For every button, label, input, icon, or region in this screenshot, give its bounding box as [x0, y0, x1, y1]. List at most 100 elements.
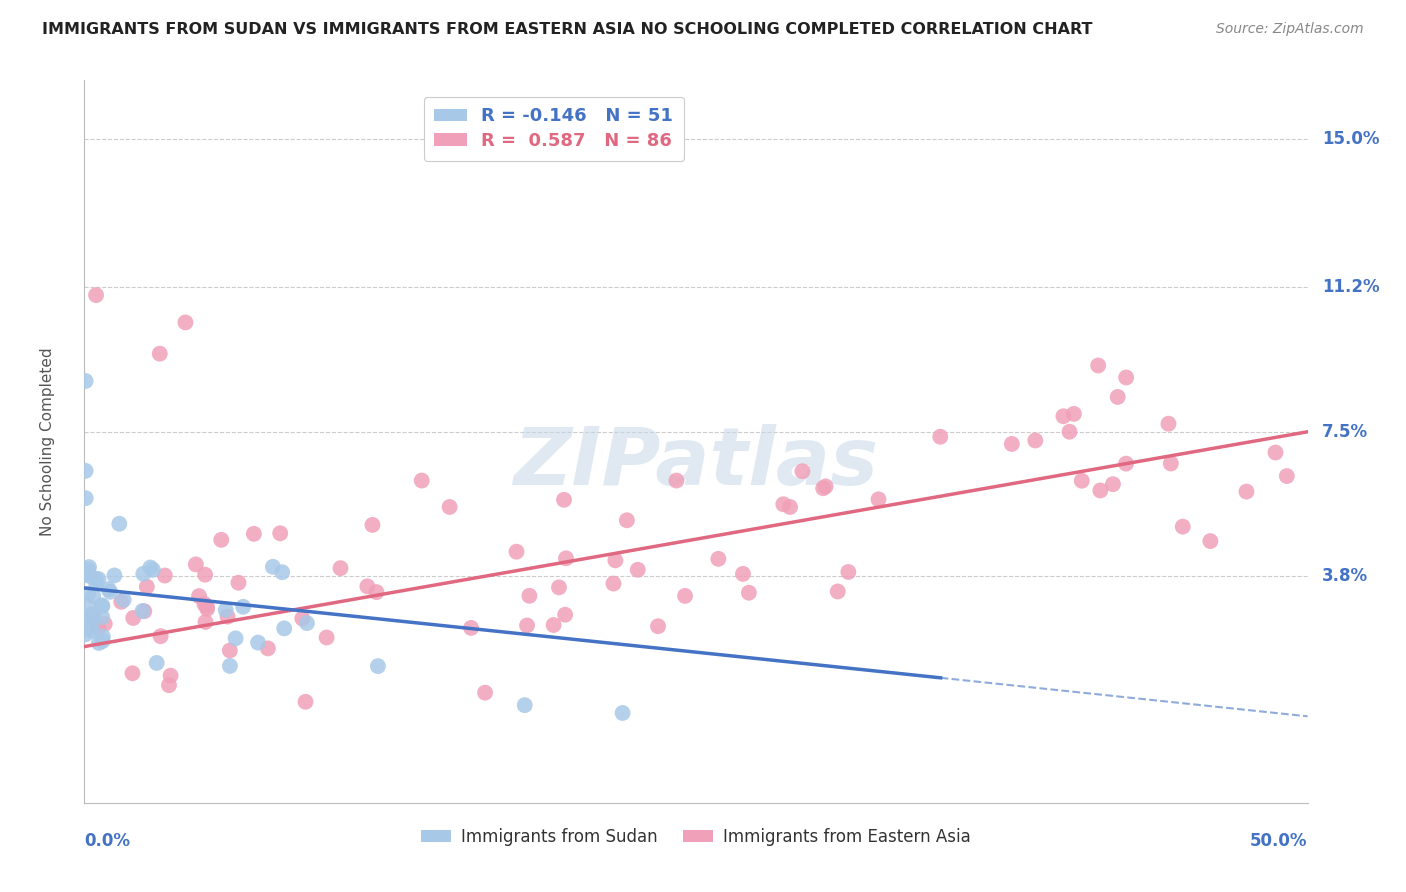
Point	[84, 572, 107, 586]
Point	[779, 500, 801, 514]
Point	[149, 629, 172, 643]
Point	[80, 607, 103, 622]
Point	[555, 551, 578, 566]
Point	[605, 553, 627, 567]
Point	[157, 678, 180, 692]
Point	[516, 618, 538, 632]
Point	[1052, 409, 1074, 424]
Point	[219, 659, 242, 673]
Point	[139, 560, 162, 574]
Point	[77, 587, 100, 601]
Point	[87, 621, 110, 635]
Point	[77, 568, 100, 582]
Point	[929, 430, 952, 444]
Point	[543, 618, 565, 632]
Point	[84, 288, 107, 302]
Text: 50.0%: 50.0%	[1250, 831, 1308, 850]
Point	[82, 589, 104, 603]
Point	[209, 533, 232, 547]
Text: 15.0%: 15.0%	[1322, 130, 1379, 148]
Point	[75, 627, 97, 641]
Point	[627, 563, 650, 577]
Point	[474, 686, 496, 700]
Point	[665, 474, 688, 488]
Point	[87, 572, 110, 586]
Point	[772, 497, 794, 511]
Point	[366, 585, 388, 599]
Point	[76, 621, 98, 635]
Point	[868, 492, 890, 507]
Text: 7.5%: 7.5%	[1322, 423, 1368, 441]
Point	[82, 608, 104, 623]
Point	[77, 563, 100, 577]
Point	[153, 568, 176, 582]
Point	[647, 619, 669, 633]
Point	[553, 492, 575, 507]
Legend: Immigrants from Sudan, Immigrants from Eastern Asia: Immigrants from Sudan, Immigrants from E…	[415, 821, 977, 852]
Point	[1157, 417, 1180, 431]
Text: ZIPatlas: ZIPatlas	[513, 425, 879, 502]
Point	[232, 599, 254, 614]
Point	[269, 526, 291, 541]
Point	[98, 584, 121, 599]
Point	[142, 563, 165, 577]
Point	[367, 659, 389, 673]
Point	[329, 561, 352, 575]
Point	[225, 632, 247, 646]
Point	[91, 634, 114, 648]
Point	[76, 616, 98, 631]
Point	[110, 595, 132, 609]
Point	[145, 656, 167, 670]
Point	[1115, 457, 1137, 471]
Text: 0.0%: 0.0%	[84, 831, 131, 850]
Text: Source: ZipAtlas.com: Source: ZipAtlas.com	[1216, 22, 1364, 37]
Point	[77, 560, 100, 574]
Point	[295, 616, 318, 631]
Point	[554, 607, 576, 622]
Point	[247, 635, 270, 649]
Point	[1102, 477, 1125, 491]
Point	[262, 559, 284, 574]
Point	[257, 641, 280, 656]
Point	[1199, 534, 1222, 549]
Point	[228, 575, 250, 590]
Point	[80, 624, 103, 638]
Point	[616, 513, 638, 527]
Point	[673, 589, 696, 603]
Point	[184, 558, 207, 572]
Point	[294, 695, 316, 709]
Point	[612, 706, 634, 720]
Point	[77, 568, 100, 582]
Point	[149, 346, 172, 360]
Point	[91, 630, 114, 644]
Point	[513, 698, 536, 713]
Point	[75, 374, 97, 388]
Point	[193, 597, 215, 611]
Point	[273, 621, 295, 635]
Point	[460, 621, 482, 635]
Point	[112, 592, 135, 607]
Point	[80, 620, 103, 634]
Point	[131, 604, 153, 618]
Point	[1087, 359, 1109, 373]
Point	[356, 579, 378, 593]
Point	[217, 609, 239, 624]
Point	[90, 599, 112, 613]
Point	[75, 491, 97, 505]
Point	[1063, 407, 1085, 421]
Point	[1160, 457, 1182, 471]
Point	[121, 666, 143, 681]
Point	[271, 566, 294, 580]
Text: IMMIGRANTS FROM SUDAN VS IMMIGRANTS FROM EASTERN ASIA NO SCHOOLING COMPLETED COR: IMMIGRANTS FROM SUDAN VS IMMIGRANTS FROM…	[42, 22, 1092, 37]
Point	[792, 464, 814, 478]
Point	[315, 631, 337, 645]
Point	[75, 464, 97, 478]
Point	[215, 603, 238, 617]
Point	[243, 526, 266, 541]
Point	[218, 643, 240, 657]
Point	[108, 516, 131, 531]
Point	[361, 517, 384, 532]
Point	[411, 474, 433, 488]
Point	[76, 597, 98, 611]
Point	[1275, 469, 1298, 483]
